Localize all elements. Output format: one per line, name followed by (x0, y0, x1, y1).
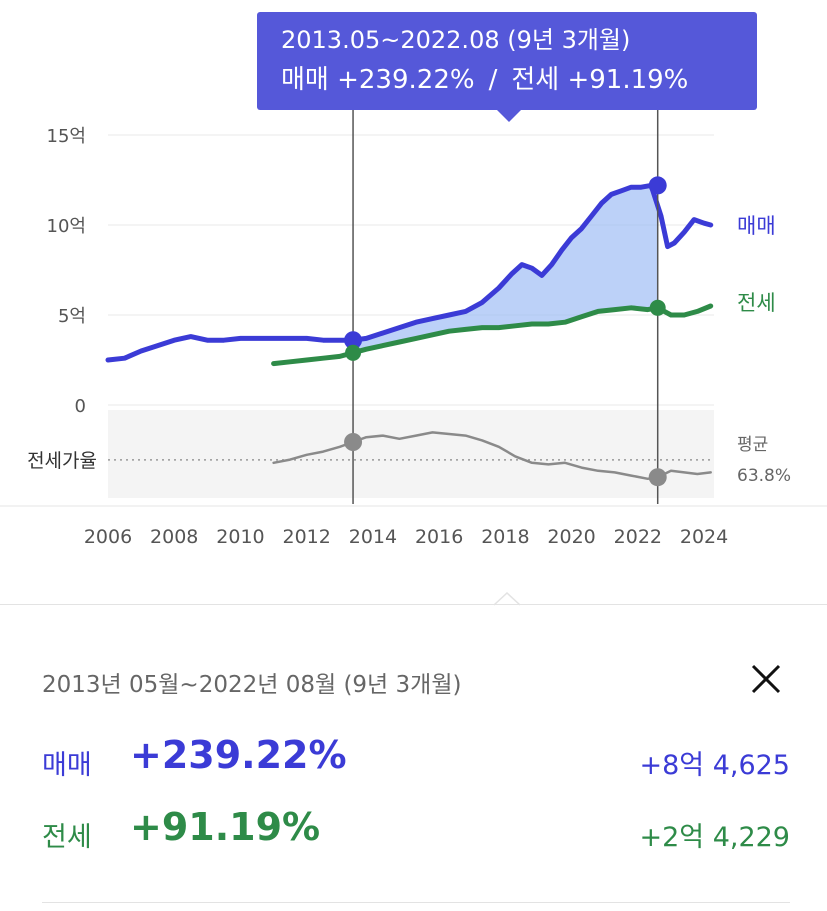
sale-percent: +239.22% (130, 733, 347, 777)
panel-pointer (494, 592, 520, 606)
ratio-label: 전세가율 (27, 450, 97, 472)
y-tick-label: 5억 (58, 306, 86, 327)
tooltip-period: 2013.05~2022.08 (9년 3개월) (281, 26, 631, 54)
chart-svg: 15억 10억 5억 0 2006 2008 2010 2012 2014 2016 2018 202… (0, 100, 827, 548)
tooltip-returns: 매매 +239.22% / 전세 +91.19% (281, 60, 757, 100)
sale-label: 매매 (42, 750, 92, 781)
sale-row: 매매 +239.22% +8억 4,625 (42, 733, 790, 793)
tooltip-sale: 매매 +239.22% (281, 65, 475, 95)
legend-sale: 매매 (737, 214, 776, 238)
x-tick-label: 2024 (680, 526, 728, 548)
y-tick-label: 0 (75, 396, 86, 417)
x-tick-label: 2010 (216, 526, 264, 548)
sale-point (648, 176, 667, 195)
sale-line (105, 182, 714, 363)
summary-period: 2013년 05월~2022년 08월 (9년 3개월) (42, 672, 462, 698)
x-tick-label: 2006 (84, 526, 132, 548)
price-chart[interactable]: 15억 10억 5억 0 2006 2008 2010 2012 2014 2016 2018 202… (0, 0, 827, 600)
tooltip-separator: / (488, 65, 498, 95)
sale-amount: +8억 4,625 (639, 750, 790, 781)
range-tooltip: 2013.05~2022.08 (9년 3개월) 매매 +239.22% / 전세 … (257, 12, 757, 122)
close-button[interactable] (742, 655, 790, 703)
y-tick-label: 10억 (47, 216, 86, 237)
close-icon (751, 664, 781, 694)
rent-label: 전세 (42, 822, 92, 853)
ratio-point (344, 433, 363, 451)
x-tick-label: 2022 (614, 526, 662, 548)
tooltip-rent: 전세 +91.19% (511, 65, 689, 95)
x-tick-label: 2014 (349, 526, 397, 548)
x-tick-label: 2016 (415, 526, 463, 548)
average-value: 63.8% (737, 466, 791, 486)
rent-amount: +2억 4,229 (639, 822, 790, 853)
ratio-point (648, 468, 667, 487)
x-tick-label: 2020 (547, 526, 595, 548)
rent-row: 전세 +91.19% +2억 4,229 (42, 805, 790, 865)
x-tick-label: 2012 (283, 526, 331, 548)
legend-rent: 전세 (737, 291, 776, 315)
rent-point (345, 344, 362, 361)
average-label: 평균 (737, 435, 768, 455)
sale-point (344, 331, 363, 350)
rent-point (649, 299, 666, 316)
rent-percent: +91.19% (130, 805, 321, 849)
bottom-divider (42, 902, 790, 903)
y-tick-label: 15억 (47, 126, 86, 147)
x-tick-label: 2018 (481, 526, 529, 548)
ratio-band (108, 410, 714, 498)
range-fill (353, 185, 658, 353)
summary-panel: 2013년 05월~2022년 08월 (9년 3개월) 매매 +239.22%… (0, 604, 827, 911)
x-tick-label: 2008 (150, 526, 198, 548)
